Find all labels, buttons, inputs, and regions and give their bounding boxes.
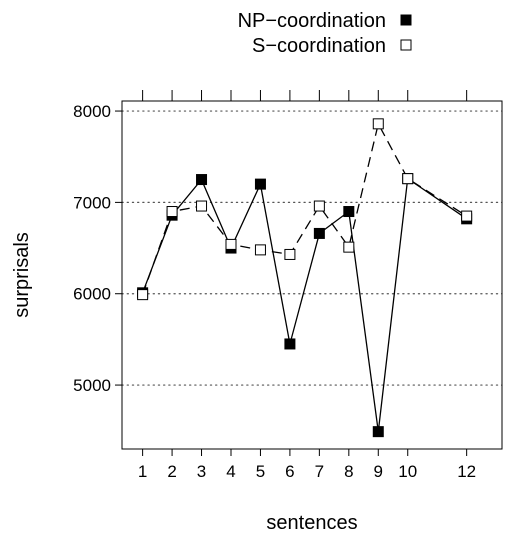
legend-marker-0 bbox=[400, 14, 412, 26]
legend: NP−coordination S−coordination bbox=[238, 10, 412, 57]
data-point-s1-6 bbox=[284, 248, 296, 260]
data-point-s1-1 bbox=[137, 289, 149, 301]
x-tick-label-3: 3 bbox=[197, 462, 206, 481]
x-tick-label-10: 10 bbox=[398, 462, 417, 481]
grid-lines bbox=[121, 110, 503, 386]
data-point-s0-3 bbox=[196, 174, 208, 186]
y-tick-label-8000: 8000 bbox=[73, 102, 111, 121]
data-point-s1-7 bbox=[313, 200, 325, 212]
data-point-s0-6 bbox=[284, 338, 296, 350]
x-tick-label-4: 4 bbox=[226, 462, 235, 481]
y-axis-label: surprisals bbox=[11, 232, 33, 318]
x-tick-label-12: 12 bbox=[457, 462, 476, 481]
plot-frame bbox=[121, 100, 503, 450]
legend-label-0: NP−coordination bbox=[238, 10, 386, 32]
series-line-1 bbox=[141, 121, 468, 295]
x-tick-label-5: 5 bbox=[256, 462, 265, 481]
x-tick-label-7: 7 bbox=[315, 462, 324, 481]
data-point-s1-5 bbox=[254, 244, 266, 256]
y-tick-label-6000: 6000 bbox=[73, 285, 111, 304]
x-axis-label: sentences bbox=[266, 512, 357, 533]
data-point-s0-5 bbox=[254, 178, 266, 190]
data-point-s1-10 bbox=[402, 173, 414, 185]
x-tick-label-1: 1 bbox=[138, 462, 147, 481]
legend-label-1: S−coordination bbox=[252, 35, 386, 57]
series-markers bbox=[137, 118, 473, 438]
data-point-s0-8 bbox=[343, 206, 355, 218]
x-axis: 1 2 3 4 5 6 7 8 9 10 12 bbox=[138, 90, 476, 481]
y-tick-label-5000: 5000 bbox=[73, 376, 111, 395]
data-point-s1-2 bbox=[166, 206, 178, 218]
x-tick-label-2: 2 bbox=[167, 462, 176, 481]
series-line-0 bbox=[141, 177, 468, 432]
data-point-s1-4 bbox=[225, 238, 237, 250]
data-point-s1-8 bbox=[343, 241, 355, 253]
data-point-s1-9 bbox=[372, 118, 384, 130]
x-tick-label-8: 8 bbox=[344, 462, 353, 481]
y-axis: 5000 6000 7000 8000 bbox=[73, 102, 122, 395]
y-tick-label-7000: 7000 bbox=[73, 193, 111, 212]
x-tick-label-6: 6 bbox=[285, 462, 294, 481]
data-point-s0-9 bbox=[372, 426, 384, 438]
x-tick-label-9: 9 bbox=[374, 462, 383, 481]
data-point-s1-3 bbox=[196, 200, 208, 212]
legend-marker-1 bbox=[400, 39, 412, 51]
data-point-s1-12 bbox=[461, 210, 473, 222]
data-point-s0-7 bbox=[313, 227, 325, 239]
